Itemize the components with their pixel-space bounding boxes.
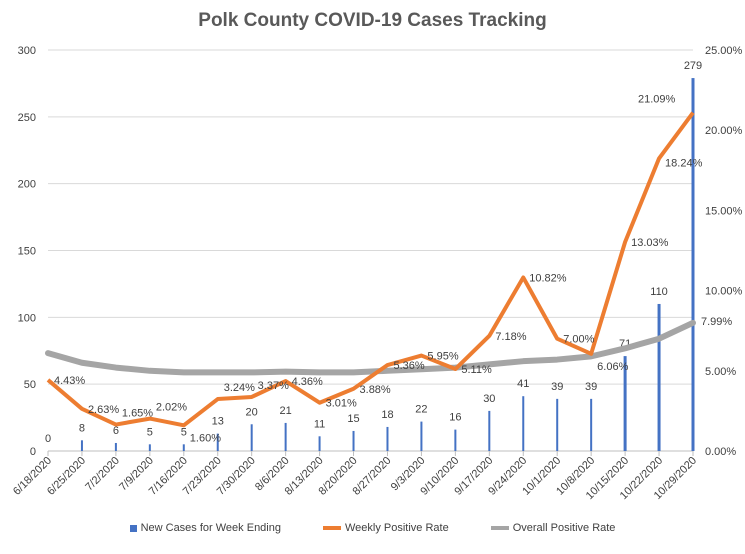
bar	[420, 421, 423, 451]
legend-item: Overall Positive Rate	[490, 522, 616, 534]
y-left-tick-label: 300	[18, 45, 36, 57]
weekly-rate-data-label: 1.65%	[122, 408, 153, 420]
weekly-rate-data-label: 21.09%	[638, 94, 676, 106]
bar-data-label: 18	[381, 409, 393, 421]
bar-data-label: 39	[551, 381, 563, 393]
overall-rate-data-label: 7.99%	[701, 316, 732, 328]
bar	[522, 396, 525, 451]
bar	[216, 433, 219, 451]
weekly-rate-data-label: 10.82%	[529, 272, 567, 284]
x-tick-label: 7/2/2020	[83, 455, 122, 494]
legend-swatch	[129, 524, 137, 532]
bar	[318, 436, 321, 451]
weekly-rate-data-label: 2.02%	[156, 402, 187, 414]
bar-data-label: 11	[314, 418, 325, 430]
bar	[284, 422, 287, 451]
legend-label: New Cases for Week Ending	[140, 522, 281, 534]
y-right-tick-label: 25.00%	[705, 45, 743, 57]
bar	[590, 398, 593, 451]
bar-data-label: 39	[585, 381, 597, 393]
y-left-tick-label: 100	[18, 312, 36, 324]
y-left-tick-label: 200	[18, 179, 36, 191]
bar-data-label: 279	[684, 60, 702, 72]
bar	[488, 410, 491, 451]
y-left-tick-label: 0	[30, 446, 36, 458]
weekly-rate-data-label: 5.11%	[461, 364, 492, 376]
bar-data-label: 15	[347, 413, 359, 425]
legend-item: New Cases for Week Ending	[129, 522, 281, 534]
legend: New Cases for Week Ending Weekly Positive…	[0, 522, 745, 534]
weekly-rate-data-label: 3.88%	[360, 384, 391, 396]
bar	[250, 424, 253, 451]
bar	[182, 444, 185, 451]
bar-data-label: 8	[79, 422, 85, 434]
y-right-tick-label: 10.00%	[705, 286, 743, 298]
bar-data-label: 21	[280, 405, 292, 417]
weekly-rate-data-label: 18.24%	[665, 157, 703, 169]
bar	[80, 440, 83, 451]
weekly-rate-data-label: 4.43%	[54, 375, 85, 387]
legend-swatch	[322, 526, 341, 530]
weekly-positive-rate-line	[46, 111, 695, 428]
bar	[623, 356, 627, 451]
bar	[386, 426, 389, 451]
bar	[352, 430, 355, 451]
bar	[114, 442, 117, 451]
legend-label: Overall Positive Rate	[512, 522, 616, 534]
weekly-rate-data-label: 5.95%	[427, 351, 458, 363]
bar	[454, 429, 457, 451]
bar-data-label: 16	[449, 412, 461, 424]
chart-title: Polk County COVID-19 Cases Tracking	[198, 10, 547, 31]
legend-item: Weekly Positive Rate	[322, 522, 449, 534]
weekly-rate-data-label: 6.06%	[597, 361, 628, 373]
y-right-tick-label: 0.00%	[705, 446, 736, 458]
weekly-rate-data-label: 7.00%	[563, 334, 594, 346]
bar-data-label: 41	[517, 378, 529, 390]
weekly-rate-data-label: 3.24%	[224, 382, 255, 394]
weekly-rate-data-label: 3.01%	[326, 398, 357, 410]
bar-data-label: 5	[181, 426, 187, 438]
bar	[148, 444, 151, 451]
weekly-rate-data-label: 1.60%	[190, 432, 221, 444]
overall-positive-rate-line	[45, 319, 696, 376]
y-left-tick-label: 50	[24, 379, 36, 391]
weekly-rate-data-label: 5.36%	[393, 360, 424, 372]
weekly-rate-data-label: 7.18%	[495, 331, 526, 343]
bar-data-label: 20	[246, 406, 258, 418]
y-left-tick-label: 250	[18, 112, 36, 124]
bar	[691, 78, 695, 451]
bar-data-label: 110	[650, 286, 668, 298]
y-right-tick-label: 15.00%	[705, 205, 743, 217]
y-left-tick-label: 150	[18, 246, 36, 258]
bar-data-label: 5	[147, 426, 153, 438]
bar-data-label: 6	[113, 425, 119, 437]
bar	[657, 303, 661, 451]
y-right-tick-label: 20.00%	[705, 125, 743, 137]
y-right-tick-label: 5.00%	[705, 366, 736, 378]
weekly-rate-data-label: 3.37%	[258, 380, 289, 392]
bar-data-label: 22	[415, 404, 427, 416]
bar-data-label: 13	[212, 416, 224, 428]
legend-label: Weekly Positive Rate	[344, 522, 449, 534]
weekly-rate-data-label: 2.63%	[88, 404, 119, 416]
legend-swatch	[490, 526, 509, 530]
bar	[556, 398, 559, 451]
bar-data-label: 0	[45, 433, 51, 445]
bar-data-label: 30	[483, 393, 495, 405]
weekly-rate-data-label: 4.36%	[292, 376, 323, 388]
weekly-rate-data-label: 13.03%	[631, 237, 669, 249]
